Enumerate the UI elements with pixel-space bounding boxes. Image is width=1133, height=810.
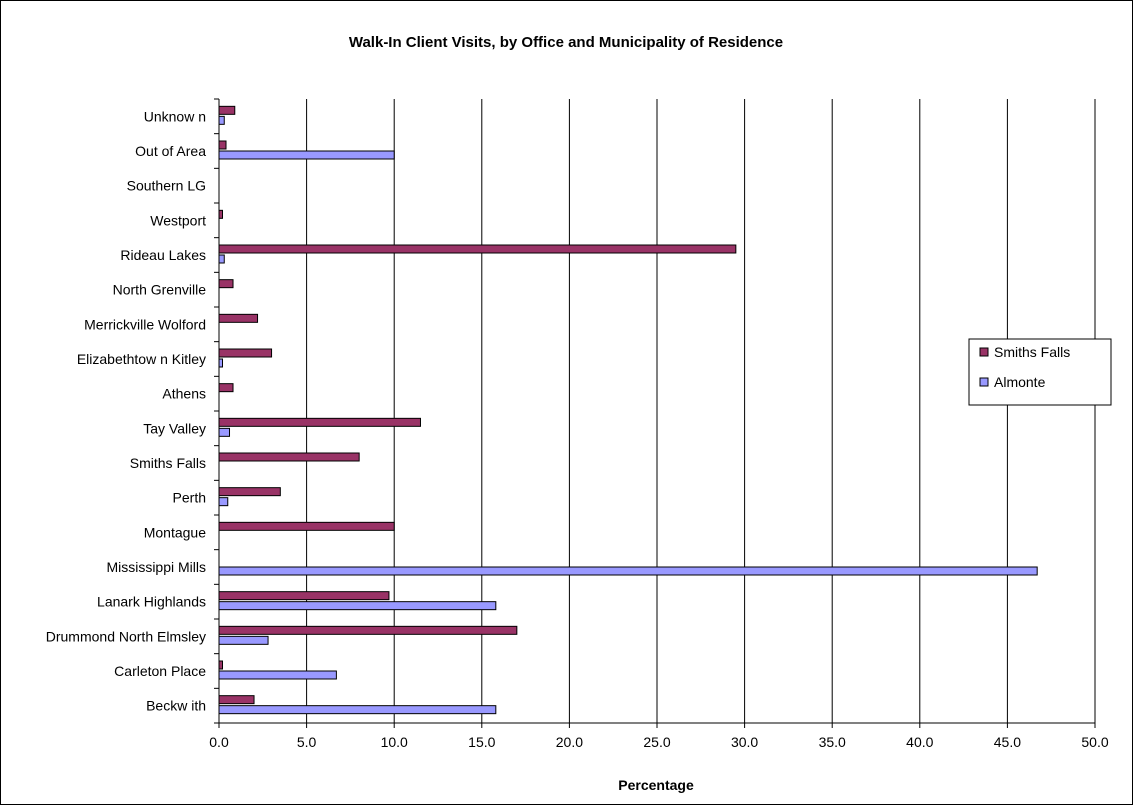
- x-tick-label: 30.0: [731, 734, 758, 750]
- grid-layer: [306, 99, 1096, 723]
- x-tick-label: 40.0: [906, 734, 933, 750]
- legend-label: Smiths Falls: [994, 344, 1070, 360]
- x-tick-label: 25.0: [643, 734, 670, 750]
- category-label: Rideau Lakes: [120, 247, 206, 263]
- x-tick-label: 0.0: [209, 734, 229, 750]
- category-label: Montague: [144, 524, 206, 540]
- legend-swatch: [979, 377, 989, 387]
- category-label: Drummond North Elmsley: [46, 628, 206, 644]
- bar-almonte: [218, 635, 269, 645]
- bar-almonte: [218, 150, 395, 160]
- bar-smiths-falls: [218, 105, 236, 115]
- legend: Smiths Falls Almonte: [968, 338, 1112, 406]
- label-layer: 0.0 5.0 10.0 15.0 20.0 25.0 30.0 35.0 40.0 45.0 50…: [46, 108, 1109, 750]
- bar-almonte: [218, 254, 225, 264]
- x-tick-label: 35.0: [819, 734, 846, 750]
- category-label: Southern LG: [127, 178, 206, 194]
- category-label: Merrickville Wolford: [84, 316, 206, 332]
- bar-smiths-falls: [218, 348, 273, 358]
- axis-layer: [214, 98, 1096, 728]
- bar-smiths-falls: [218, 695, 255, 705]
- x-tick-label: 10.0: [381, 734, 408, 750]
- legend-box: [968, 338, 1112, 406]
- category-label: Unknow n: [144, 108, 206, 124]
- bar-layer: [218, 105, 1038, 715]
- category-label: Smiths Falls: [130, 455, 206, 471]
- bar-almonte: [218, 115, 225, 125]
- legend-label: Almonte: [994, 374, 1046, 390]
- bar-smiths-falls: [218, 209, 224, 219]
- x-tick-label: 20.0: [556, 734, 583, 750]
- bar-almonte: [218, 670, 337, 680]
- bar-smiths-falls: [218, 244, 737, 254]
- bar-almonte: [218, 705, 497, 715]
- category-label: Athens: [162, 386, 206, 402]
- bar-smiths-falls: [218, 279, 234, 289]
- category-label: Out of Area: [135, 143, 206, 159]
- bar-smiths-falls: [218, 417, 421, 427]
- category-label: Elizabethtow n Kitley: [77, 351, 206, 367]
- bar-smiths-falls: [218, 140, 227, 150]
- bar-almonte: [218, 427, 231, 437]
- x-tick-label: 5.0: [297, 734, 317, 750]
- bar-smiths-falls: [218, 625, 518, 635]
- category-label: Beckw ith: [146, 698, 206, 714]
- category-label: Perth: [173, 490, 206, 506]
- bar-almonte: [218, 566, 1038, 576]
- chart-title: Walk-In Client Visits, by Office and Mun…: [349, 34, 783, 51]
- bar-smiths-falls: [218, 591, 390, 601]
- bar-smiths-falls: [218, 313, 259, 323]
- bar-smiths-falls: [218, 487, 281, 497]
- x-tick-label: 50.0: [1081, 734, 1108, 750]
- x-tick-label: 45.0: [994, 734, 1021, 750]
- bar-smiths-falls: [218, 383, 234, 393]
- x-axis-title: Percentage: [618, 777, 694, 793]
- bar-smiths-falls: [218, 452, 360, 462]
- category-label: Lanark Highlands: [97, 594, 206, 610]
- bar-almonte: [218, 497, 229, 507]
- bar-smiths-falls: [218, 521, 395, 531]
- category-label: North Grenville: [113, 282, 207, 298]
- bar-almonte: [218, 358, 224, 368]
- category-label: Mississippi Mills: [106, 559, 206, 575]
- category-label: Carleton Place: [114, 663, 206, 679]
- bar-almonte: [218, 601, 497, 611]
- legend-swatch: [979, 347, 989, 357]
- x-tick-label: 15.0: [468, 734, 495, 750]
- bar-smiths-falls: [218, 660, 224, 670]
- category-label: Westport: [150, 212, 206, 228]
- category-label: Tay Valley: [143, 420, 206, 436]
